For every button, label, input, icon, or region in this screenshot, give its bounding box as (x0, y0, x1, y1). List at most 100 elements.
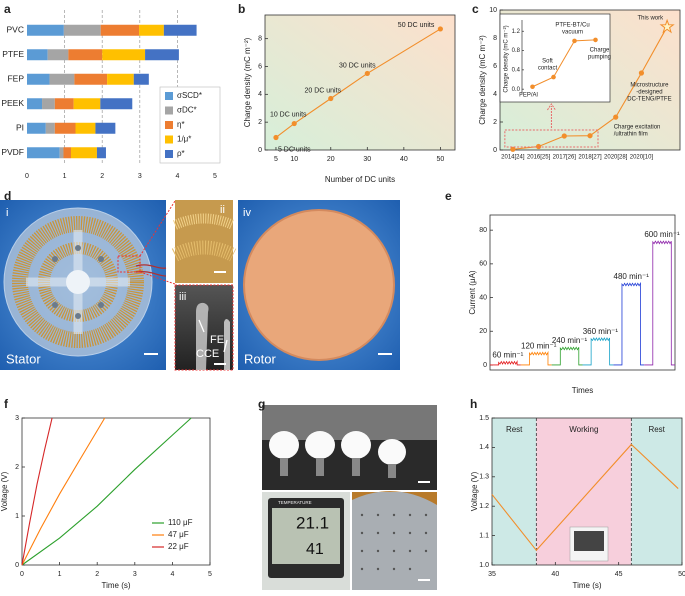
annotation: pumping (588, 55, 611, 61)
photo-label: i (6, 207, 8, 219)
annotation: Charge excitation (614, 125, 661, 131)
category-label: PTFE (2, 49, 24, 59)
y-tick-label: 0.0 (512, 87, 521, 93)
annotation: DC-TENG/PTFE (627, 97, 671, 103)
hygrometer-photo: TEMPERATURE 21.1 41 (262, 491, 437, 590)
x-tick-label: 2016[25] (527, 155, 551, 161)
annotation: Charge (590, 48, 610, 54)
bar-segment (139, 24, 164, 36)
y-tick-label: 40 (479, 294, 487, 301)
x-axis-label: Time (s) (101, 581, 130, 590)
x-tick-label: 2020[10] (630, 155, 654, 161)
y-tick-label: 80 (479, 227, 487, 234)
y-tick-label: 1 (15, 513, 19, 520)
annotation: contact (538, 66, 558, 72)
bar-segment (27, 24, 64, 36)
current-trace (520, 350, 552, 366)
inset-point (593, 37, 598, 43)
x-tick-label: 1 (63, 173, 67, 180)
photo-label: iii (179, 291, 186, 303)
x-tick-label: 0 (20, 571, 24, 578)
category-label: PI (16, 123, 24, 133)
series-label: 60 min⁻¹ (492, 351, 523, 360)
arrow (547, 103, 556, 128)
bar-segment (63, 147, 71, 159)
bar-segment (73, 98, 101, 110)
y-tick-label: 3 (15, 415, 19, 422)
bar-segment (145, 49, 179, 61)
y-axis-label: Voltage (V) (470, 471, 479, 511)
legend-label: 1/μ* (177, 135, 191, 144)
series-label: 360 min⁻¹ (583, 327, 619, 336)
bar-segment (59, 147, 64, 159)
photo-label: Stator (6, 351, 41, 366)
legend-label: ρ* (177, 149, 185, 158)
bar-segment (63, 24, 101, 36)
data-point (659, 18, 675, 34)
bar-segment (70, 147, 97, 159)
inset-point (551, 74, 556, 80)
bar-segment (27, 147, 60, 159)
data-point (437, 26, 443, 32)
category-label: PVDF (1, 147, 24, 157)
plot-background (265, 15, 455, 150)
annotation: 30 DC units (339, 62, 376, 69)
inset-point (530, 84, 535, 90)
y-tick-label: 0.8 (512, 48, 521, 54)
legend-swatch (165, 135, 173, 144)
legend-label: η* (177, 120, 185, 129)
series-label: 240 min⁻¹ (552, 336, 588, 345)
annotation: /ultrathin film (614, 132, 648, 138)
plot-frame (491, 417, 683, 566)
device-text: TEMPERATURE (278, 500, 312, 505)
x-axis-label: Times (572, 386, 593, 395)
bar-segment (74, 73, 108, 85)
data-point (364, 70, 370, 77)
x-tick-label: 40 (400, 156, 408, 163)
bar-segment (27, 98, 43, 110)
bar-segment (42, 98, 55, 110)
plot-frame (489, 214, 676, 371)
x-tick-label: 5 (274, 156, 278, 163)
x-tick-label: 3 (138, 173, 142, 180)
bar-segment (45, 122, 55, 134)
annotation: 10 DC units (270, 111, 307, 118)
annotation: PTFE-BT/Cu (555, 22, 589, 28)
inset-point (572, 38, 577, 44)
bar-segment (47, 49, 69, 61)
stator-photo: i Stator (0, 200, 176, 370)
region-label: Rest (506, 425, 523, 434)
device-text: 41 (306, 541, 324, 558)
legend-swatch (165, 92, 173, 100)
legend-swatch (165, 121, 173, 129)
annotation: Microstructure (630, 83, 669, 89)
panel-letter: d (4, 189, 11, 203)
panel-letter: b (238, 2, 245, 16)
region-label: Rest (648, 425, 665, 434)
x-tick-label: 2014[24] (501, 155, 525, 161)
y-tick-label: 4 (258, 91, 262, 98)
y-tick-label: 2 (15, 464, 19, 471)
data-line (491, 443, 679, 552)
x-tick-label: 3 (133, 571, 137, 578)
y-tick-label: 8 (493, 35, 497, 42)
plot-frame (21, 417, 211, 566)
bar-segment (100, 98, 133, 110)
category-label: PEEK (1, 98, 24, 108)
data-point (587, 133, 593, 139)
y-tick-label: 1.2 (479, 503, 489, 510)
zoom-photo: ii iii FE CCE (171, 200, 237, 371)
data-point (510, 146, 516, 152)
y-axis-label: Charge density (mC m⁻²) (504, 25, 510, 92)
x-tick-label: 30 (363, 156, 371, 163)
bulb-photo (262, 405, 437, 490)
annotation: This work (637, 15, 664, 21)
x-tick-label: 1 (58, 571, 62, 578)
x-tick-label: 50 (436, 156, 444, 163)
highlight-box (504, 129, 599, 148)
y-tick-label: 6 (493, 63, 497, 70)
bar-segment (49, 73, 75, 85)
y-tick-label: 10 (489, 7, 497, 14)
legend-label: 47 μF (168, 530, 189, 539)
